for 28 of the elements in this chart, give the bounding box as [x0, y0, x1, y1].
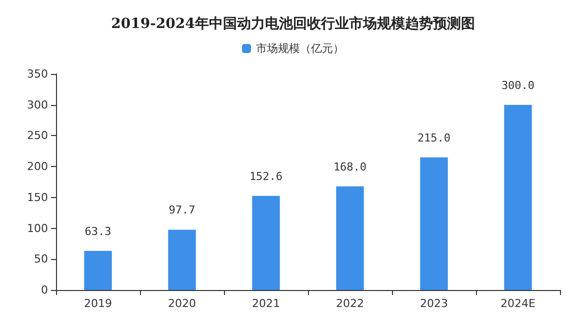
y-tick-label: 150: [27, 190, 48, 204]
bar: [84, 250, 112, 290]
bar: [252, 196, 280, 290]
y-tick-label: 250: [27, 129, 48, 142]
x-tick-label: 2022: [336, 297, 364, 310]
chart-title: 2019-2024年中国动力电池回收行业市场规模趋势预测图: [111, 15, 475, 32]
data-label: 63.3: [84, 224, 112, 238]
x-tick-label: 2023: [420, 297, 448, 310]
bar: [168, 230, 196, 290]
y-tick-label: 50: [34, 252, 48, 266]
y-tick-label: 100: [27, 222, 48, 235]
x-tick-label: 2024E: [500, 297, 536, 310]
bar: [504, 104, 532, 290]
data-label: 168.0: [333, 160, 367, 174]
x-tick-label: 2021: [252, 297, 280, 310]
bar: [336, 186, 364, 290]
data-label: 300.0: [501, 78, 535, 92]
data-label: 152.6: [249, 170, 283, 183]
y-tick-label: 200: [27, 160, 48, 174]
data-label: 215.0: [417, 131, 451, 144]
bar: [420, 157, 448, 290]
x-tick-label: 2020: [168, 297, 196, 310]
data-label: 97.7: [168, 204, 196, 217]
y-tick-label: 350: [27, 68, 48, 80]
legend-label: 市场规模（亿元）: [256, 42, 344, 55]
x-tick-label: 2019: [84, 297, 112, 310]
y-tick-label: 0: [41, 284, 48, 296]
y-tick-label: 300: [27, 98, 48, 112]
